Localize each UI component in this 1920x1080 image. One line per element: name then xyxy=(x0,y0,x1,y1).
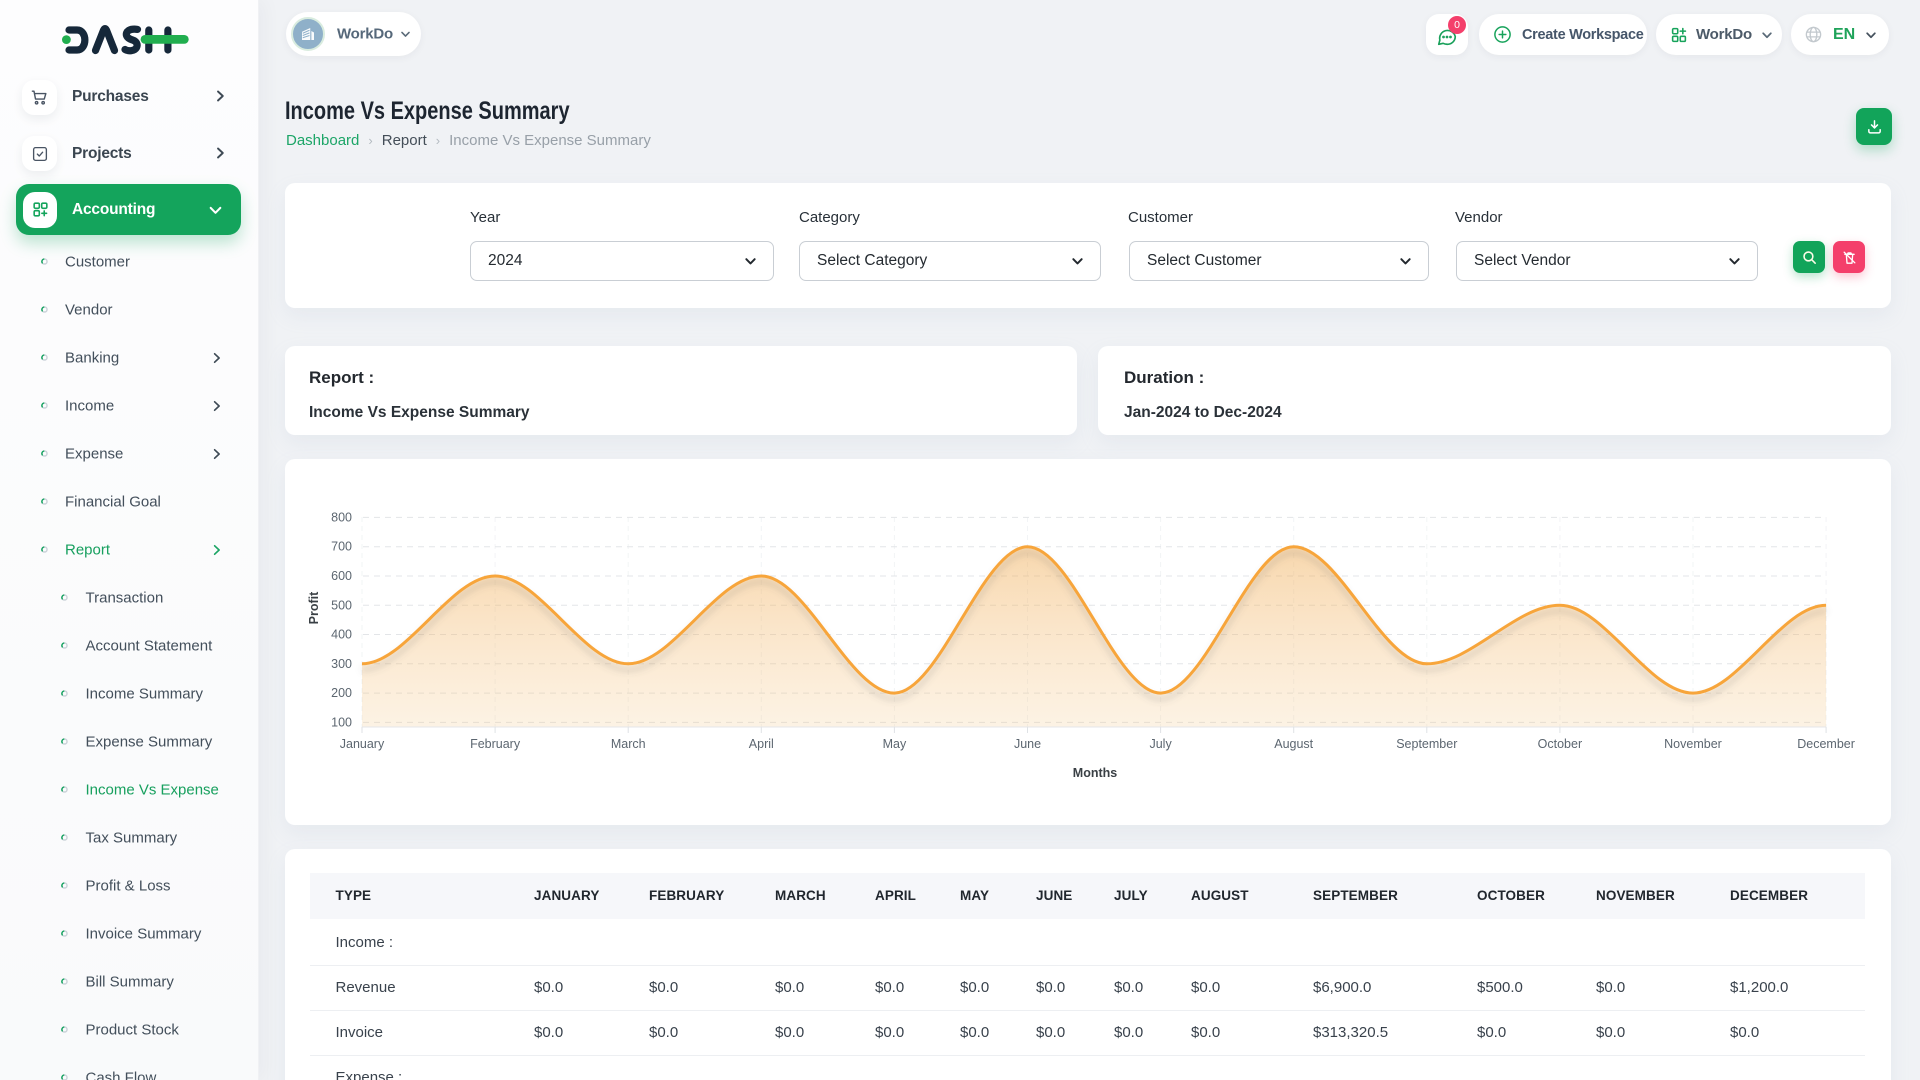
svg-text:800: 800 xyxy=(331,510,352,524)
svg-text:September: September xyxy=(1396,737,1457,751)
svg-text:100: 100 xyxy=(331,715,352,729)
svg-text:700: 700 xyxy=(331,540,352,554)
svg-text:600: 600 xyxy=(331,569,352,583)
svg-text:July: July xyxy=(1149,737,1172,751)
svg-text:April: April xyxy=(749,737,774,751)
svg-text:300: 300 xyxy=(331,657,352,671)
svg-text:March: March xyxy=(611,737,646,751)
svg-text:500: 500 xyxy=(331,598,352,612)
svg-text:January: January xyxy=(340,737,385,751)
svg-text:May: May xyxy=(883,737,907,751)
svg-text:February: February xyxy=(470,737,521,751)
svg-text:December: December xyxy=(1797,737,1855,751)
svg-text:Months: Months xyxy=(1073,766,1117,780)
svg-text:August: August xyxy=(1274,737,1313,751)
svg-text:200: 200 xyxy=(331,686,352,700)
svg-text:November: November xyxy=(1664,737,1722,751)
svg-text:October: October xyxy=(1538,737,1582,751)
svg-text:Profit: Profit xyxy=(307,591,321,624)
svg-text:400: 400 xyxy=(331,628,352,642)
svg-text:June: June xyxy=(1014,737,1041,751)
